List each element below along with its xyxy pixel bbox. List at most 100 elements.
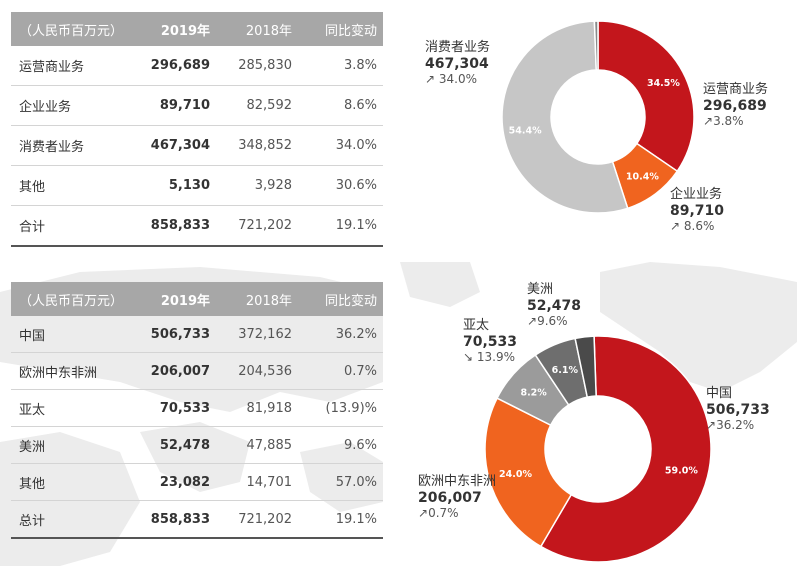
donut-slice — [501, 20, 629, 214]
arrow-up-icon: ↗ — [425, 72, 436, 87]
table-header-row: （人民币百万元） 2019年 2018年 同比变动 — [11, 12, 383, 46]
row-change: 19.1% — [298, 205, 383, 247]
header-2018: 2018年 — [216, 12, 298, 46]
region-table: （人民币百万元） 2019年 2018年 同比变动 中国 506,733 372… — [11, 282, 383, 539]
row-2019: 5,130 — [131, 165, 216, 206]
row-2019: 70,533 — [131, 389, 216, 427]
table-row: 其他 5,130 3,928 30.6% — [11, 165, 383, 206]
map-greenland — [400, 262, 480, 307]
slice-percent-label: 24.0% — [499, 469, 532, 480]
row-2019: 858,833 — [131, 205, 216, 247]
donut-slice — [593, 20, 599, 71]
arrow-down-icon: ↘ — [463, 350, 474, 365]
arrow-up-icon: ↗ — [527, 314, 538, 329]
business-donut: 34.5% 10.4% 54.4% — [501, 20, 695, 214]
table-row: 中国 506,733 372,162 36.2% — [11, 316, 383, 353]
row-change: (13.9)% — [298, 389, 383, 427]
row-change: 34.0% — [298, 125, 383, 166]
row-label: 运营商业务 — [11, 46, 131, 86]
row-2018: 81,918 — [216, 389, 298, 427]
donut-slice — [574, 335, 597, 398]
callout-value: 296,689 — [703, 97, 767, 114]
callout-emea: 欧洲中东非洲 206,007 ↗0.7% — [418, 474, 496, 521]
slice-percent-label: 34.5% — [647, 78, 680, 89]
row-2018: 721,202 — [216, 205, 298, 247]
table-row: 亚太 70,533 81,918 (13.9)% — [11, 389, 383, 427]
callout-name: 美洲 — [527, 282, 554, 297]
table-row: 运营商业务 296,689 285,830 3.8% — [11, 46, 383, 86]
callout-apac: 亚太 70,533 ↘ 13.9% — [463, 318, 517, 365]
row-change: 57.0% — [298, 463, 383, 501]
arrow-up-icon: ↗ — [670, 219, 681, 234]
row-2018: 204,536 — [216, 352, 298, 390]
map-north-america — [600, 262, 797, 392]
slice-percent-label: 10.4% — [626, 172, 659, 183]
row-2018: 372,162 — [216, 316, 298, 353]
callout-enterprise: 企业业务 89,710 ↗ 8.6% — [670, 187, 724, 234]
callout-value: 506,733 — [706, 401, 770, 418]
row-label: 亚太 — [11, 389, 131, 427]
callout-name: 欧洲中东非洲 — [418, 474, 497, 489]
table-total-row: 合计 858,833 721,202 19.1% — [11, 205, 383, 247]
slice-percent-label: 8.2% — [520, 387, 547, 398]
row-label: 其他 — [11, 165, 131, 206]
row-2018: 82,592 — [216, 85, 298, 126]
table-row: 企业业务 89,710 82,592 8.6% — [11, 85, 383, 126]
slice-percent-label: 6.1% — [552, 365, 579, 376]
callout-name: 消费者业务 — [425, 40, 491, 55]
header-unit: （人民币百万元） — [11, 282, 131, 316]
row-label: 消费者业务 — [11, 125, 131, 166]
row-change: 30.6% — [298, 165, 383, 206]
row-change: 19.1% — [298, 500, 383, 539]
header-change: 同比变动 — [298, 282, 383, 316]
callout-growth: ↗0.7% — [418, 506, 459, 521]
table-header-row: （人民币百万元） 2019年 2018年 同比变动 — [11, 282, 383, 316]
row-change: 3.8% — [298, 46, 383, 86]
donut-slice — [539, 335, 712, 563]
callout-growth: ↘ 13.9% — [463, 350, 516, 365]
callout-value: 206,007 — [418, 489, 482, 506]
arrow-up-icon: ↗ — [706, 418, 717, 433]
callout-americas: 美洲 52,478 ↗9.6% — [527, 282, 581, 329]
donut-slice — [597, 20, 695, 173]
row-2019: 89,710 — [131, 85, 216, 126]
row-label: 美洲 — [11, 426, 131, 464]
callout-growth: ↗ 8.6% — [670, 219, 715, 234]
callout-consumer: 消费者业务 467,304 ↗ 34.0% — [425, 40, 490, 87]
business-segment-table: （人民币百万元） 2019年 2018年 同比变动 运营商业务 296,689 … — [11, 12, 383, 247]
callout-growth: ↗ 34.0% — [425, 72, 478, 87]
row-label: 其他 — [11, 463, 131, 501]
callout-value: 467,304 — [425, 55, 489, 72]
slice-percent-label: 59.0% — [665, 466, 698, 477]
row-2018: 3,928 — [216, 165, 298, 206]
row-2019: 858,833 — [131, 500, 216, 539]
callout-value: 52,478 — [527, 297, 582, 314]
row-2019: 296,689 — [131, 46, 216, 86]
table-row: 美洲 52,478 47,885 9.6% — [11, 426, 383, 464]
callout-value: 89,710 — [670, 202, 725, 219]
callout-growth: ↗36.2% — [706, 418, 755, 433]
row-2018: 721,202 — [216, 500, 298, 539]
row-2019: 23,082 — [131, 463, 216, 501]
row-change: 36.2% — [298, 316, 383, 353]
header-unit: （人民币百万元） — [11, 12, 131, 46]
region-donut: 59.0% 24.0% 8.2% 6.1% — [484, 335, 712, 563]
row-change: 9.6% — [298, 426, 383, 464]
row-label: 合计 — [11, 205, 131, 247]
callout-china: 中国 506,733 ↗36.2% — [706, 386, 770, 433]
row-2019: 52,478 — [131, 426, 216, 464]
arrow-up-icon: ↗ — [703, 114, 714, 129]
callout-name: 企业业务 — [670, 187, 723, 202]
table-row: 其他 23,082 14,701 57.0% — [11, 463, 383, 501]
table-row: 消费者业务 467,304 348,852 34.0% — [11, 125, 383, 166]
row-label: 中国 — [11, 316, 131, 353]
arrow-up-icon: ↗ — [418, 506, 429, 521]
row-2019: 506,733 — [131, 316, 216, 353]
row-label: 企业业务 — [11, 85, 131, 126]
header-2018: 2018年 — [216, 282, 298, 316]
callout-growth: ↗9.6% — [527, 314, 568, 329]
header-2019: 2019年 — [131, 282, 216, 316]
row-2018: 285,830 — [216, 46, 298, 86]
row-label: 总计 — [11, 500, 131, 539]
